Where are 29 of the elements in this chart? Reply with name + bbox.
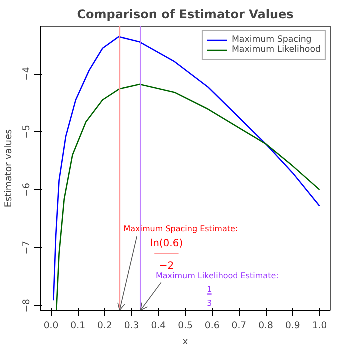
x-tick-label: 0.2: [98, 320, 112, 332]
annotation: ln(0.6): [150, 238, 184, 250]
x-tick-label: 0.1: [70, 320, 86, 332]
annotation: −2: [159, 260, 174, 272]
annotation: 1: [207, 284, 212, 294]
annotation: Maximum Likelihood Estimate:: [156, 271, 279, 280]
y-axis-title: Estimator values: [4, 129, 14, 208]
legend-label: Maximum Spacing: [232, 35, 312, 45]
line-series: [56, 84, 320, 310]
annotation: 3: [207, 298, 212, 308]
x-tick-label: 0.3: [124, 320, 140, 332]
x-tick-label: 0.0: [44, 320, 59, 332]
chart-title: Comparison of Estimator Values: [77, 8, 294, 22]
line-series: [53, 36, 320, 302]
x-tick-label: 0.4: [151, 320, 166, 332]
x-axis-title: x: [182, 336, 189, 348]
x-tick-label: 0.8: [258, 320, 274, 332]
y-tick-label: −8: [22, 298, 32, 313]
y-tick-label: −7: [22, 240, 32, 255]
y-tick-label: −4: [22, 67, 32, 81]
x-tick-label: 0.7: [232, 320, 247, 332]
x-tick-label: 0.6: [204, 320, 220, 332]
x-tick-label: 1.0: [312, 320, 328, 332]
y-tick-label: −6: [22, 183, 32, 197]
x-tick-label: 0.5: [178, 320, 193, 332]
x-tick-label: 0.9: [285, 320, 300, 332]
annotation: Maximum Spacing Estimate:: [124, 224, 238, 234]
legend-label: Maximum Likelihood: [232, 45, 321, 55]
y-tick-label: −5: [22, 125, 32, 139]
